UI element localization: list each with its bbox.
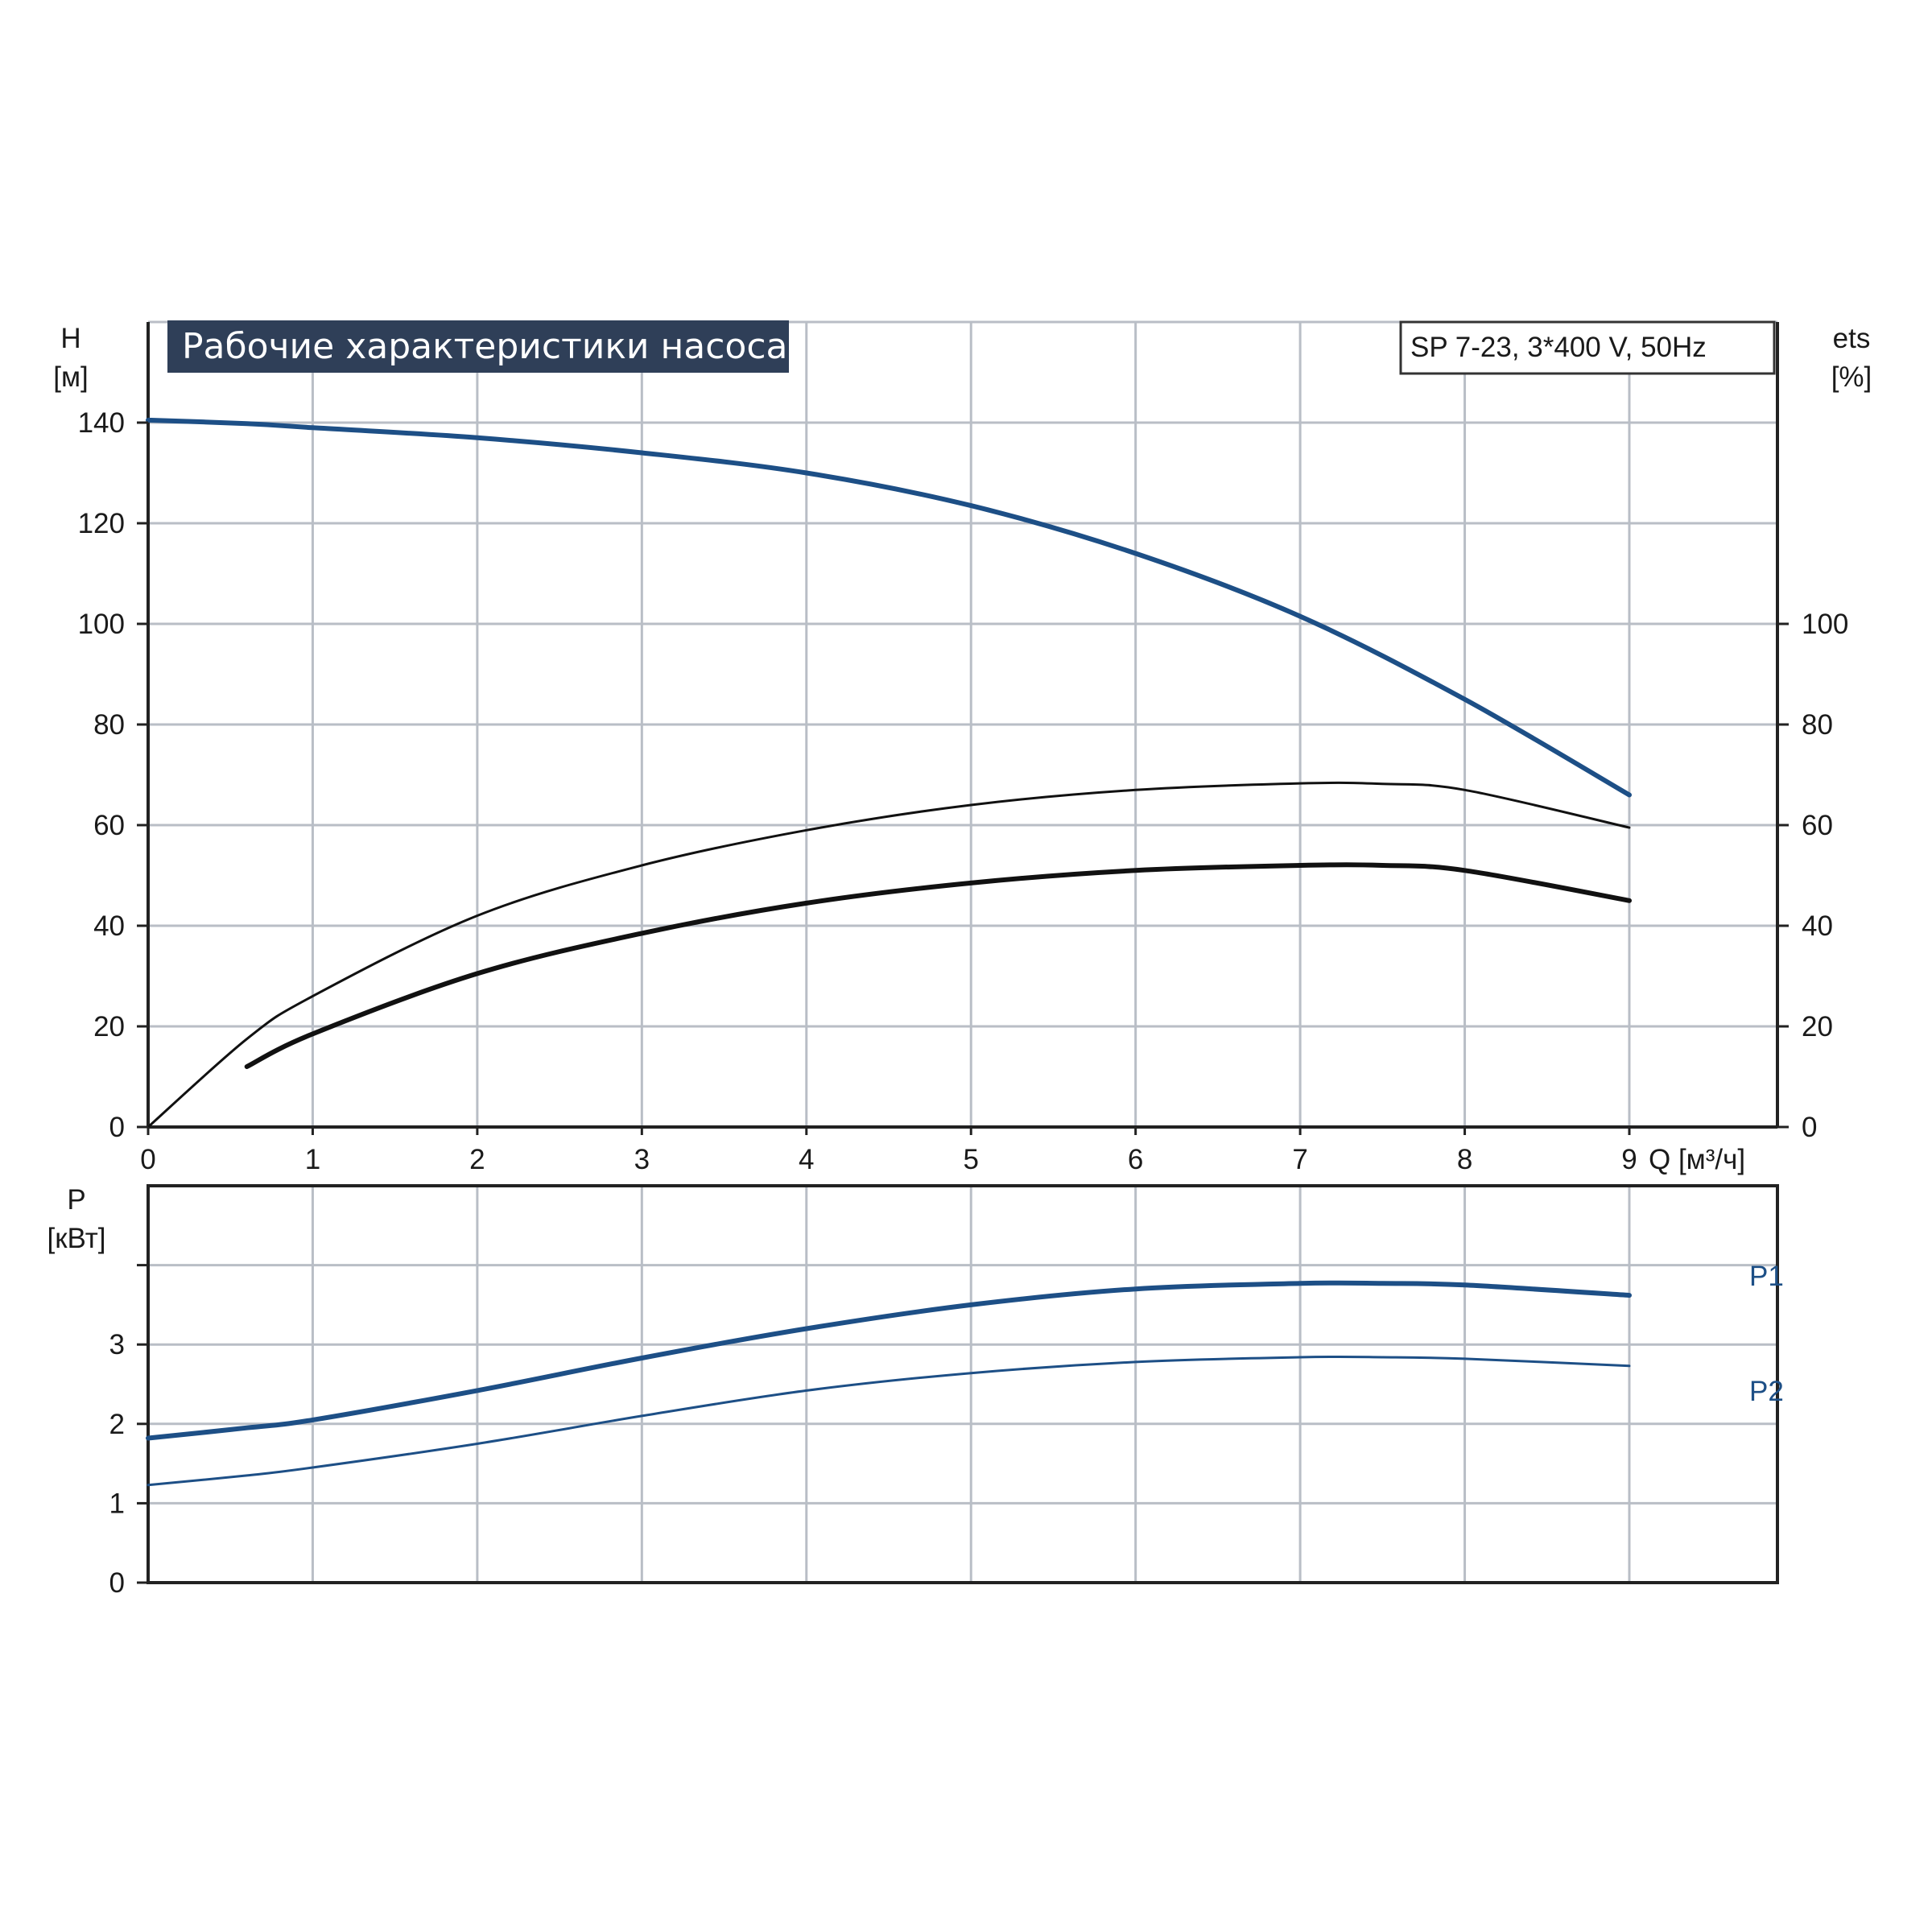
head-axis-unit: [м]: [53, 361, 89, 393]
model-label: SP 7-23, 3*400 V, 50Hz: [1410, 332, 1707, 363]
head-tick-label: 140: [78, 407, 125, 439]
x-tick-label: 7: [1292, 1144, 1307, 1175]
x-tick-label: 1: [305, 1144, 320, 1175]
model-label-box: [1399, 320, 1776, 375]
power-tick-label: 1: [109, 1488, 125, 1519]
efficiency-curve-pump: [147, 781, 1631, 1129]
p1-power-curve: [146, 1280, 1632, 1441]
efficiency-tick-label: 80: [1802, 709, 1833, 741]
power-axis-unit: [кВт]: [47, 1223, 106, 1254]
head-axis-label: H: [60, 323, 80, 354]
head-curve: [146, 417, 1632, 798]
x-tick-label: 4: [799, 1144, 814, 1175]
x-tick-label: 6: [1128, 1144, 1143, 1175]
head-tick-label: 20: [93, 1011, 125, 1042]
head-tick-label: 80: [93, 709, 125, 741]
efficiency-tick-label: 20: [1802, 1011, 1833, 1042]
x-tick-label: 9: [1621, 1144, 1637, 1175]
power-plot-grid: [147, 1184, 1779, 1584]
p1-series-label: P1: [1749, 1261, 1784, 1292]
efficiency-axis-unit: [%]: [1831, 361, 1872, 393]
flow-axis-label: Q [м³/ч]: [1649, 1144, 1745, 1175]
head-tick-label: 40: [93, 910, 125, 942]
power-tick-label: 3: [109, 1329, 125, 1360]
efficiency-axis-label: ets: [1833, 323, 1871, 354]
p2-series-label: P2: [1749, 1376, 1784, 1407]
efficiency-tick-label: 40: [1802, 910, 1833, 942]
head-tick-label: 0: [109, 1112, 125, 1143]
efficiency-tick-label: 60: [1802, 810, 1833, 841]
head-tick-label: 60: [93, 810, 125, 841]
x-tick-label: 3: [634, 1144, 650, 1175]
power-plot-frame: [147, 1184, 1779, 1584]
x-tick-label: 8: [1457, 1144, 1472, 1175]
efficiency-tick-label: 0: [1802, 1112, 1817, 1143]
chart-title: Рабочие характеристики насоса: [182, 326, 787, 367]
efficiency-tick-label: 100: [1802, 609, 1848, 640]
x-tick-label: 2: [469, 1144, 485, 1175]
head-plot-curves: [146, 417, 1632, 1129]
x-tick-label: 0: [140, 1144, 155, 1175]
head-plot-grid: [147, 320, 1779, 1129]
efficiency-curve-total: [244, 862, 1632, 1069]
power-tick-label: 2: [109, 1409, 125, 1440]
power-axis-label: P: [67, 1184, 85, 1216]
p2-power-curve: [147, 1355, 1631, 1487]
head-tick-label: 100: [78, 609, 125, 640]
head-tick-label: 120: [78, 508, 125, 539]
x-tick-label: 5: [963, 1144, 978, 1175]
chart-title-background: [167, 320, 789, 373]
axis-ticks: 0 1 2 3 4 5 6 7 8 9020406080100120140020406080100…: [78, 407, 1849, 1599]
power-plot-curves: [146, 1280, 1632, 1487]
power-tick-label: 0: [109, 1567, 125, 1599]
